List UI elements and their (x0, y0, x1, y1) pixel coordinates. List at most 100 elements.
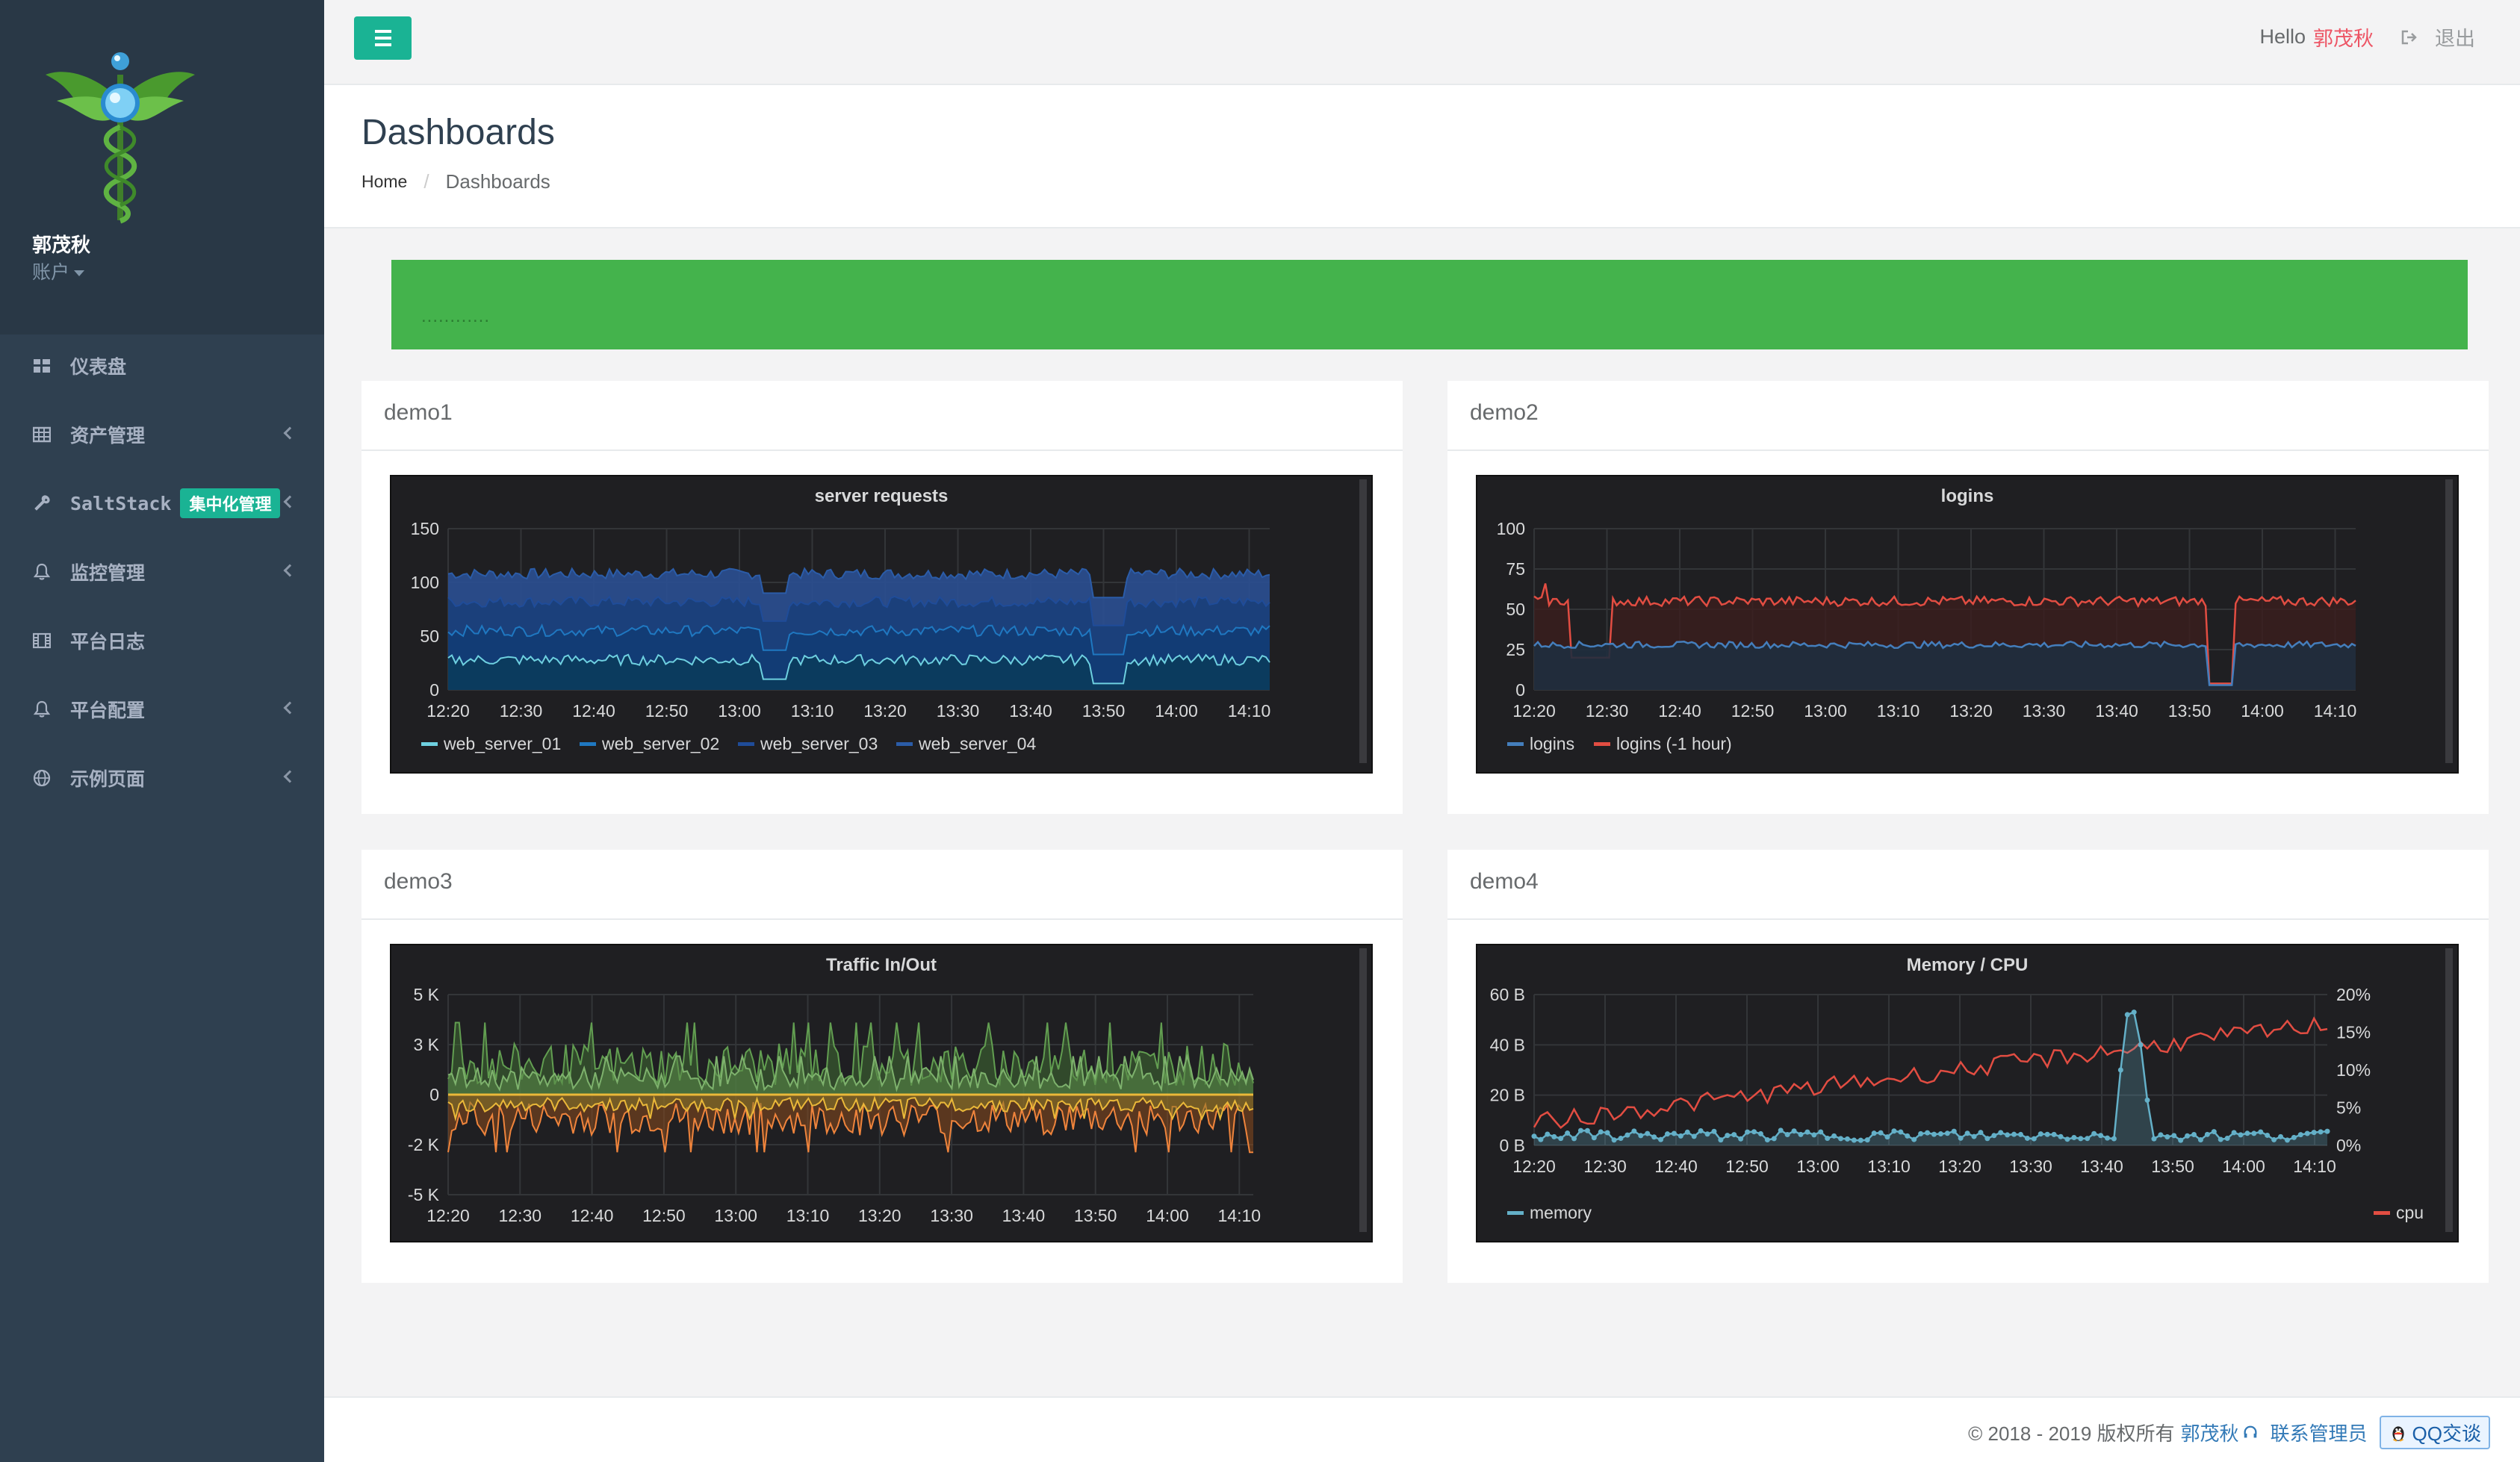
sidebar-item-config[interactable]: 平台配置 (0, 675, 324, 744)
chart-scrollbar[interactable] (2445, 948, 2453, 1232)
sidebar-item-saltstack[interactable]: SaltStack 集中化管理 (0, 469, 324, 538)
data-point (1911, 1136, 1917, 1142)
sidebar-item-logs[interactable]: 平台日志 (0, 606, 324, 675)
data-point (1604, 1130, 1610, 1136)
x-tick-label: 12:30 (1583, 1157, 1627, 1176)
data-point (1905, 1133, 1911, 1139)
author-link[interactable]: 郭茂秋 (2180, 1422, 2239, 1445)
panel-divider (361, 450, 1403, 451)
data-point (1545, 1131, 1551, 1137)
series-line (447, 1095, 1254, 1122)
x-tick-label: 12:20 (1512, 1157, 1556, 1176)
x-tick-label: 13:20 (858, 1206, 901, 1225)
data-point (2024, 1135, 2030, 1141)
breadcrumb-home-link[interactable]: Home (361, 172, 408, 191)
data-point (2058, 1133, 2064, 1139)
chart-server-requests[interactable]: server requests 12:20 12:30 12:40 12:50 13:00… (390, 475, 1373, 774)
data-point (1778, 1127, 1784, 1133)
data-point (1738, 1136, 1744, 1142)
x-tick-label: 13:50 (2168, 701, 2212, 721)
sidebar: 郭茂秋 账户 仪表盘 资产管理 SaltStack 集中化管理 监控管理 (0, 0, 324, 1462)
data-point (1638, 1133, 1644, 1139)
data-point (1931, 1131, 1937, 1137)
breadcrumb-current: Dashboards (445, 170, 550, 193)
data-point (2284, 1137, 2290, 1143)
data-point (2265, 1132, 2271, 1138)
data-point (2204, 1131, 2210, 1137)
sidebar-item-assets[interactable]: 资产管理 (0, 400, 324, 469)
chart-scrollbar[interactable] (1359, 479, 1367, 763)
data-point (1691, 1133, 1697, 1139)
hamburger-icon (374, 30, 391, 33)
data-point (1624, 1132, 1630, 1138)
x-tick-label: 14:00 (2241, 701, 2284, 721)
logout-label: 退出 (2435, 28, 2475, 50)
data-point (1651, 1134, 1657, 1140)
data-point (2038, 1131, 2043, 1137)
data-point (2005, 1132, 2011, 1138)
menu-toggle-button[interactable] (354, 16, 412, 60)
data-point (1764, 1137, 1770, 1143)
data-point (2098, 1133, 2104, 1139)
x-tick-label: 13:30 (937, 701, 980, 721)
x-tick-label: 12:20 (426, 1206, 470, 1225)
data-point (2211, 1129, 2217, 1135)
panel-title: demo3 (384, 869, 453, 894)
data-point (2144, 1097, 2150, 1103)
y-tick-label: 5 K (413, 985, 439, 1004)
chart-scrollbar[interactable] (1359, 948, 1367, 1232)
x-tick-label: 13:50 (2151, 1157, 2194, 1176)
y-tick-label: 0 B (1499, 1136, 1525, 1155)
account-dropdown[interactable]: 账户 (32, 258, 85, 284)
data-point (2311, 1130, 2317, 1136)
data-point (2151, 1136, 2157, 1142)
chart-scrollbar[interactable] (2445, 479, 2453, 763)
data-point (1618, 1136, 1624, 1142)
bell-icon (31, 562, 52, 582)
legend-swatch (1507, 1211, 1524, 1215)
data-point (1598, 1129, 1604, 1135)
data-point (1784, 1131, 1790, 1137)
qq-chat-button[interactable]: QQ交谈 (2379, 1416, 2490, 1449)
data-point (2251, 1130, 2257, 1136)
data-point (1751, 1129, 1757, 1135)
series-line (447, 567, 1270, 599)
contact-admin-link[interactable]: 联系管理员 (2270, 1422, 2368, 1445)
panel-demo3: demo3 Traffic In/Out 12:20 12:30 12:40 12:50… (361, 850, 1403, 1283)
data-point (2297, 1132, 2303, 1138)
chevron-left-icon (283, 495, 297, 508)
chevron-left-icon (283, 426, 297, 440)
chart-traffic[interactable]: Traffic In/Out 12:20 12:30 12:40 12:50 13:00 1… (390, 944, 1373, 1242)
y-tick-label: -2 K (408, 1135, 440, 1154)
data-point (2104, 1135, 2110, 1141)
series-area (448, 654, 1270, 690)
account-label: 账户 (32, 262, 70, 283)
chart-memory-cpu[interactable]: Memory / CPU 12:20 12:30 12:40 12:50 13:00 13:… (1476, 944, 2459, 1242)
top-user-name: 郭茂秋 (2313, 28, 2374, 50)
chart-svg: Memory / CPU 12:20 12:30 12:40 12:50 13:00 13:… (1490, 955, 2424, 1222)
chart-logins[interactable]: logins 12:20 12:30 12:40 12:50 13:00 13:10 13:2… (1476, 475, 2459, 774)
logout-link[interactable]: 退出 (2400, 22, 2475, 52)
legend-label: memory (1530, 1203, 1592, 1222)
data-point (1811, 1132, 1817, 1138)
data-point (1851, 1137, 1857, 1143)
data-point (1971, 1133, 1977, 1139)
data-point (1745, 1129, 1751, 1135)
profile-section: 郭茂秋 账户 (0, 0, 324, 335)
hamburger-icon (374, 43, 391, 46)
data-point (2191, 1131, 2197, 1137)
legend-label: cpu (2396, 1203, 2424, 1222)
sidebar-item-examples[interactable]: 示例页面 (0, 744, 324, 812)
data-point (1858, 1137, 1863, 1143)
sidebar-item-monitoring[interactable]: 监控管理 (0, 538, 324, 606)
data-point (2164, 1133, 2170, 1139)
x-tick-label: 12:40 (1658, 701, 1701, 721)
data-point (1671, 1130, 1677, 1136)
sidebar-user-name[interactable]: 郭茂秋 (32, 234, 91, 256)
x-tick-label: 12:20 (426, 701, 470, 721)
bell-icon (31, 699, 52, 720)
series-line (1533, 1010, 2328, 1142)
panel-divider (361, 918, 1403, 920)
sidebar-item-dashboard[interactable]: 仪表盘 (0, 332, 324, 400)
y2-tick-label: 0% (2336, 1136, 2361, 1155)
